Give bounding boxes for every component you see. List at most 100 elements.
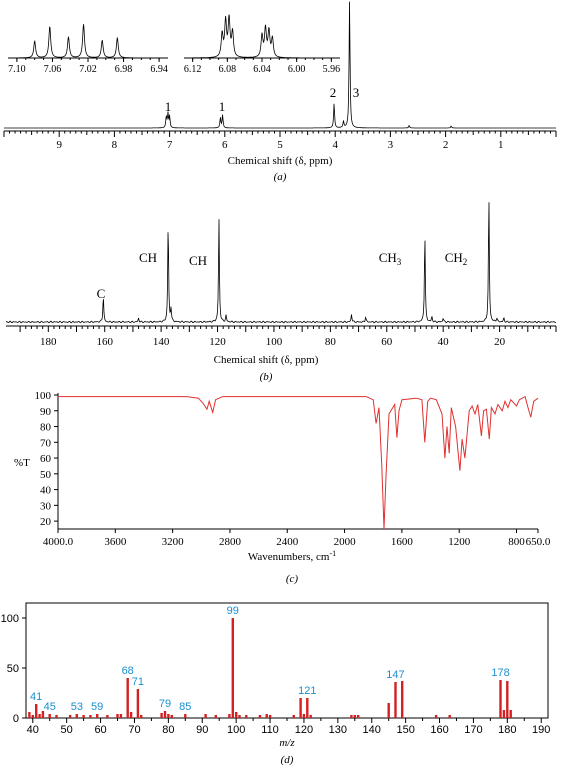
peak-label-2: 2	[330, 85, 337, 100]
nmr-inset-vinyl: 6.12 6.08 6.04 6.00 5.96	[184, 14, 340, 75]
ms-bar	[258, 715, 262, 718]
panel-b-13c-nmr: 180 160 140 120 100 80 60 40 20 C CH CH CH3 CH2 …	[5, 202, 557, 383]
caption-b: (b)	[260, 371, 273, 383]
x-tick-label-d: 120	[295, 724, 313, 736]
x-tick-label-d: 110	[261, 724, 279, 736]
nmr-1h-spectrum: 9 8 7 6 5 4 3 2 1	[3, 1, 557, 151]
x-tick-label-c: 2000	[334, 536, 357, 548]
y-tick-label-c: 90	[40, 406, 52, 418]
ms-bar	[106, 715, 109, 718]
y-tick-label-d: 50	[7, 663, 19, 675]
ms-peak-label: 59	[91, 701, 103, 713]
peak-label-ch2: CH2	[445, 250, 468, 267]
inset-tick-label: 7.06	[44, 64, 62, 75]
ms-peak-label: 178	[491, 667, 509, 679]
ms-bar	[387, 703, 390, 718]
inset-tick-label: 6.12	[184, 64, 202, 75]
ms-bar	[306, 698, 309, 718]
ms-bar	[265, 714, 268, 718]
y-tick-label-c: 40	[40, 485, 52, 497]
axis-label-b-x: Chemical shift (δ, ppm)	[214, 354, 319, 366]
x-tick-label-a: 7	[167, 139, 173, 151]
mass-spectrum: 0 50 100 40 50 60 70 80 90 100 110 120 130 140 150 160 1…	[1, 602, 550, 736]
ir-trace	[58, 395, 539, 530]
x-tick-label-c: 1200	[448, 536, 471, 548]
ir-spectrum: 100 90 80 70 60 50 40 30 20 4000.0 3600 3200 2800 240…	[35, 390, 551, 548]
ms-bar	[228, 714, 231, 718]
x-tick-label-d: 180	[498, 724, 516, 736]
x-tick-label-a: 1	[498, 139, 504, 151]
caption-d: (d)	[281, 754, 294, 766]
x-tick-label-d: 190	[532, 724, 550, 736]
x-tick-label-c: 3200	[162, 536, 185, 548]
x-tick-label-c: 3600	[104, 536, 127, 548]
x-tick-label-b: 40	[438, 336, 450, 348]
x-tick-label-b: 60	[381, 336, 393, 348]
ms-bar	[357, 715, 360, 718]
ms-peak-label: 85	[179, 701, 191, 713]
y-tick-label-d: 0	[13, 713, 19, 725]
ms-bar	[502, 710, 506, 718]
ms-bar	[214, 715, 217, 718]
ms-bar	[116, 714, 119, 718]
ms-peak-label: 99	[227, 605, 239, 617]
inset-tick-label: 6.00	[288, 64, 306, 75]
y-tick-label-c: 70	[40, 437, 52, 449]
y-tick-label-c: 50	[40, 469, 52, 481]
x-tick-label-d: 160	[430, 724, 448, 736]
axis-label-c-y: %T	[14, 457, 30, 469]
ms-bar	[160, 713, 163, 718]
ms-bar	[68, 715, 72, 718]
inset-tick-label: 6.94	[150, 64, 168, 75]
peak-label-ch3: CH3	[379, 250, 402, 267]
x-tick-label-d: 80	[162, 724, 174, 736]
peak-label-3: 3	[353, 85, 360, 100]
ms-bar	[292, 715, 295, 718]
y-tick-label-d: 100	[1, 613, 19, 625]
ms-bar	[245, 715, 248, 718]
ms-bar	[184, 714, 187, 718]
ms-bar	[268, 715, 272, 718]
ms-bar	[136, 689, 140, 718]
ms-peak-label: 79	[159, 698, 171, 710]
axis-label-c-x: Wavenumbers, cm-1	[248, 549, 336, 563]
inset-tick-label: 6.98	[115, 64, 133, 75]
x-tick-label-c: 800	[508, 536, 525, 548]
ms-bar	[82, 715, 85, 718]
ms-peak-label: 53	[71, 701, 83, 713]
inset-tick-label: 7.10	[8, 64, 26, 75]
axis-label-d-x: m/z	[279, 737, 295, 749]
ms-bar	[401, 681, 404, 718]
x-tick-label-b: 20	[494, 336, 506, 348]
x-tick-label-a: 3	[388, 139, 394, 151]
ms-bar	[204, 714, 207, 718]
axis-label-a-x: Chemical shift (δ, ppm)	[228, 155, 333, 167]
ms-bar	[41, 711, 45, 718]
ms-bar	[31, 715, 34, 718]
ms-bar	[167, 714, 170, 718]
x-tick-label-d: 100	[227, 724, 245, 736]
ms-bar	[350, 715, 353, 718]
ms-bar	[129, 712, 133, 718]
y-tick-label-c: 60	[40, 453, 52, 465]
y-tick-label-c: 20	[40, 516, 52, 528]
x-tick-label-a: 6	[222, 139, 228, 151]
x-tick-label-b: 120	[209, 336, 226, 348]
x-tick-label-a: 2	[443, 139, 449, 151]
peak-label-1-vinyl: 1	[219, 99, 226, 114]
inset-tick-label: 6.04	[253, 64, 271, 75]
ms-peak-label: 68	[122, 665, 134, 677]
ms-peak-label: 45	[44, 701, 56, 713]
ms-bar	[28, 712, 31, 718]
ms-bar	[299, 698, 302, 718]
ms-bar	[499, 680, 502, 718]
x-tick-label-c: 4000.0	[43, 536, 74, 548]
ms-bar	[170, 715, 173, 718]
ms-peak-label: 121	[298, 685, 316, 697]
x-tick-label-d: 90	[196, 724, 208, 736]
inset-tick-label: 7.02	[79, 64, 97, 75]
nmr-inset-aromatic: 7.10 7.06 7.02 6.98 6.94	[8, 24, 168, 75]
ms-bar	[35, 704, 38, 718]
x-tick-label-d: 130	[329, 724, 347, 736]
